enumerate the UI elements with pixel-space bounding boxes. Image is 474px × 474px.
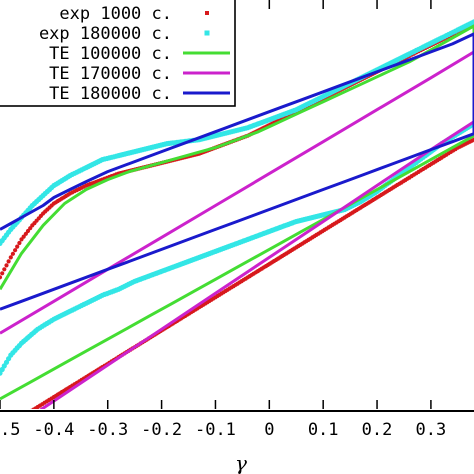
data-point [10,251,15,256]
series-te-100000-c [0,24,474,401]
series-layer [0,19,474,409]
x-ticks: -0.5 -0.4 -0.3 -0.2 -0.1 0 0.1 0.2 0.3 [0,0,446,440]
x-tick-label: 0.3 [416,420,447,440]
plot-frame [0,410,474,412]
x-tick-label: 0 [264,420,274,440]
x-tick-label: 0.2 [362,420,393,440]
data-point [0,271,5,276]
x-tick-label: -0.3 [87,420,128,440]
data-point [8,255,13,260]
x-tick-label: -0.4 [33,420,74,440]
data-point [2,267,7,272]
legend-label: exp 180000 c. [39,24,172,44]
legend-marker [205,11,209,15]
legend-label: TE 100000 c. [49,44,172,64]
data-point [4,263,9,268]
data-point [13,248,18,253]
data-point [0,275,3,280]
data-point [471,19,474,25]
series-te-170000-c [0,50,474,409]
x-tick-label: -0.5 [0,420,20,440]
data-point [0,370,3,376]
series-te-180000-c [0,32,474,311]
data-point [30,408,33,409]
x-tick-label: -0.2 [141,420,182,440]
x-tick-label: 0.1 [308,420,339,440]
legend-marker [204,30,210,36]
data-point [17,240,22,246]
data-point [31,407,36,409]
series-line [0,50,474,409]
data-point [15,244,20,249]
x-tick-label: -0.1 [195,420,236,440]
legend-label: exp 1000 c. [59,4,172,24]
series-line [0,32,474,311]
legend-label: TE 170000 c. [49,64,172,84]
x-axis-title: γ [235,451,247,474]
legend-label: TE 180000 c. [49,84,172,104]
data-point [6,259,11,264]
legend: exp 1000 c.exp 180000 c.TE 100000 c.TE 1… [0,0,236,107]
series-line [0,24,474,401]
